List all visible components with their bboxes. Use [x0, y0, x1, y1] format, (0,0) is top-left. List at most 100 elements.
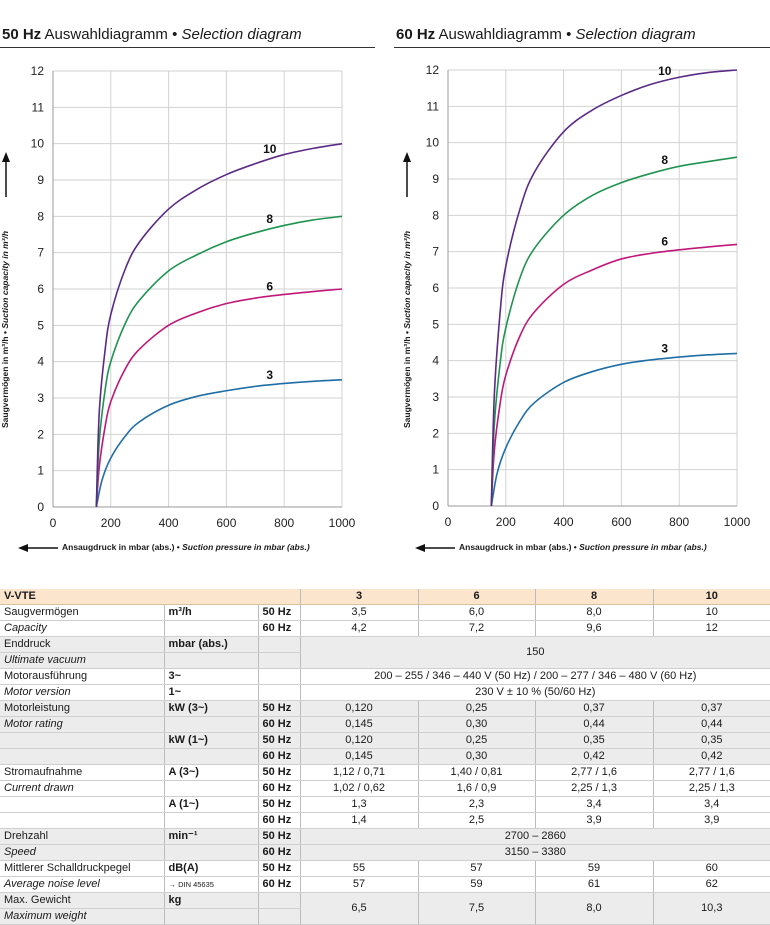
cell: 150	[300, 636, 770, 669]
x-tick-label: 600	[611, 515, 631, 529]
cell: 59	[535, 860, 654, 877]
unit: min⁻¹	[164, 828, 259, 845]
frequency: 60 Hz	[258, 812, 301, 829]
series-label: 8	[266, 212, 273, 226]
series-label: 3	[661, 341, 668, 355]
table-row: Motor rating 60 Hz 0,145 0,30 0,44 0,44	[0, 716, 770, 733]
row-label: Motorausführung	[0, 668, 165, 685]
row-label: Saugvermögen	[0, 604, 165, 621]
cell: 1,02 / 0,62	[300, 780, 419, 797]
cell: 3,5	[300, 604, 419, 621]
cell: 62	[653, 876, 770, 893]
frequency: 60 Hz	[258, 844, 301, 861]
cell: 1,6 / 0,9	[418, 780, 536, 797]
series-line-6	[490, 243, 738, 507]
row-label: Motorleistung	[0, 700, 165, 717]
row-label-en: Current drawn	[4, 782, 74, 794]
frequency: 50 Hz	[258, 828, 301, 845]
cell: 55	[300, 860, 419, 877]
cell: 0,44	[653, 716, 770, 733]
table-row: Average noise level → DIN 45635 60 Hz 57…	[0, 876, 770, 893]
cell: 0,35	[535, 732, 654, 749]
cell: 60	[653, 860, 770, 877]
row-label: Enddruck	[0, 636, 165, 653]
series-label: 6	[266, 279, 273, 293]
cell: 0,37	[535, 700, 654, 717]
y-tick-label: 2	[37, 427, 44, 441]
frequency: 50 Hz	[258, 700, 301, 717]
row-label: Mittlerer Schalldruckpegel	[0, 860, 165, 877]
y-tick-label: 11	[32, 100, 45, 114]
row-label-en: Motor version	[4, 686, 71, 698]
cell: 3,4	[653, 796, 770, 813]
row-label: Drehzahl	[0, 828, 165, 845]
y-tick-label: 3	[37, 391, 44, 405]
cell: 0,30	[418, 716, 536, 733]
cell: 7,2	[418, 620, 536, 637]
cell: 1,4	[300, 812, 419, 829]
cell: 1,3	[300, 796, 419, 813]
y-tick-label: 7	[432, 245, 439, 259]
y-tick-label: 3	[432, 390, 439, 404]
y-tick-label: 12	[31, 64, 45, 78]
cell: 230 V ± 10 % (50/60 Hz)	[300, 684, 770, 701]
cell: 3150 – 3380	[300, 844, 770, 861]
unit: A (1~)	[164, 796, 259, 813]
cell: 3,9	[535, 812, 654, 829]
x-axis-label-60hz: Ansaugdruck in mbar (abs.) • Suction pre…	[459, 542, 707, 552]
cell: 6,0	[418, 604, 536, 621]
y-tick-label: 5	[37, 318, 44, 332]
table-row: 60 Hz 0,145 0,30 0,42 0,42	[0, 748, 770, 765]
cell: 0,145	[300, 748, 419, 765]
y-tick-label: 4	[432, 354, 439, 368]
y-tick-label: 7	[37, 246, 44, 260]
frequency: 50 Hz	[258, 732, 301, 749]
cell: 8,0	[535, 892, 654, 925]
size-header: 3	[300, 589, 419, 605]
table-row: Motorausführung 3~ 200 – 255 / 346 – 440…	[0, 668, 770, 685]
title-rule-60hz	[394, 47, 770, 48]
series-line-10	[95, 142, 343, 508]
frequency: 50 Hz	[258, 796, 301, 813]
cell: 0,120	[300, 700, 419, 717]
series-label: 3	[266, 368, 273, 382]
y-tick-label: 4	[37, 355, 44, 369]
series-label: 10	[263, 142, 277, 156]
table-row: Saugvermögen m³/h 50 Hz 3,5 6,0 8,0 10	[0, 604, 770, 621]
y-axis-arrow	[2, 152, 411, 197]
cell: 8,0	[535, 604, 654, 621]
series-label: 6	[661, 235, 668, 249]
table-row: Ultimate vacuum	[0, 652, 770, 669]
size-header: 8	[535, 589, 654, 605]
cell: 2,77 / 1,6	[653, 764, 770, 781]
y-tick-label: 0	[37, 500, 44, 514]
cell: 0,44	[535, 716, 654, 733]
series-label: 8	[661, 153, 668, 167]
y-tick-label: 8	[432, 208, 439, 222]
din-reference: → DIN 45635	[168, 880, 214, 889]
cell: 3,4	[535, 796, 654, 813]
cell: 9,6	[535, 620, 654, 637]
cell: 200 – 255 / 346 – 440 V (50 Hz) / 200 – …	[300, 668, 770, 685]
series-line-8	[490, 156, 738, 507]
table-row: kW (1~) 50 Hz 0,120 0,25 0,35 0,35	[0, 732, 770, 749]
frequency: 60 Hz	[258, 780, 301, 797]
y-tick-label: 10	[31, 137, 45, 151]
cell: 7,5	[418, 892, 536, 925]
y-axis-label-60hz: Saugvermögen in m³/h • Suction capacity …	[402, 230, 412, 428]
cell: 2,77 / 1,6	[535, 764, 654, 781]
x-tick-label: 600	[216, 516, 236, 530]
y-axis-label-50hz: Saugvermögen in m³/h • Suction capacity …	[0, 230, 10, 428]
cell: 0,42	[653, 748, 770, 765]
unit: kW (3~)	[164, 700, 259, 717]
y-tick-label: 12	[426, 63, 440, 77]
cell: 0,120	[300, 732, 419, 749]
table-row: A (1~) 50 Hz 1,3 2,3 3,4 3,4	[0, 796, 770, 813]
y-tick-label: 5	[432, 317, 439, 331]
x-tick-label: 1000	[329, 516, 356, 530]
y-tick-label: 1	[37, 464, 44, 478]
cell: 57	[418, 860, 536, 877]
frequency: 60 Hz	[258, 716, 301, 733]
unit: 3~	[164, 668, 259, 685]
